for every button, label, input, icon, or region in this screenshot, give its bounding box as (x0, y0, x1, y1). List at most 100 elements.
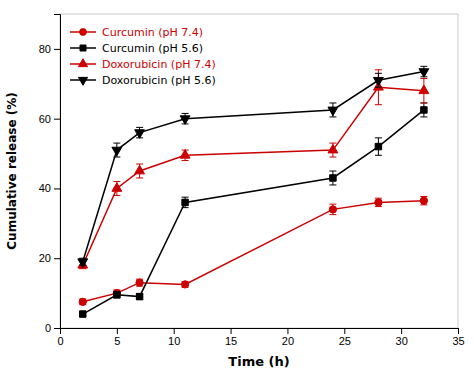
marker (419, 85, 429, 94)
marker (136, 293, 142, 299)
axis-line (61, 329, 459, 335)
series (78, 70, 429, 269)
tick-mark (401, 328, 402, 334)
line (83, 201, 424, 302)
legend-item: Doxorubicin (pH 7.4) (70, 58, 216, 71)
legend-item: Curcumin (pH 7.4) (70, 26, 203, 39)
marker (420, 197, 427, 204)
error-bar (182, 282, 189, 288)
tick-mark (54, 258, 60, 259)
marker (135, 130, 145, 139)
tick-label: 25 (339, 335, 351, 347)
axis-line (54, 15, 61, 329)
marker (375, 199, 382, 206)
error-bar (113, 292, 120, 298)
tick-label: 20 (39, 252, 51, 264)
tick-mark (231, 328, 232, 334)
tick-mark (117, 328, 118, 334)
chart: 0 5 10 15 20 25 30 35 0 20 40 60 80 Curcumin (pH 7.4)… (0, 0, 474, 376)
error-bar (329, 171, 336, 185)
tick-mark (174, 328, 175, 334)
tick-label: 0 (57, 335, 63, 347)
marker (80, 311, 86, 317)
marker (181, 281, 188, 288)
line (83, 72, 424, 262)
tick: 80 (39, 43, 60, 55)
marker (136, 279, 143, 286)
tick-mark (54, 119, 60, 120)
tick: 10 (168, 328, 180, 347)
legend-item: Curcumin (pH 5.6) (70, 42, 203, 55)
marker (375, 143, 381, 149)
tick-label: 20 (282, 335, 294, 347)
legend-marker (78, 77, 87, 85)
marker (78, 259, 88, 268)
tick-mark (344, 328, 345, 334)
tick: 60 (39, 113, 60, 125)
marker (180, 150, 190, 159)
tick: 40 (39, 182, 60, 194)
error-bar (375, 138, 382, 155)
marker (328, 144, 338, 153)
tick-label: 5 (114, 335, 120, 347)
tick: 0 (57, 328, 63, 347)
tick: 5 (114, 328, 120, 347)
series (79, 196, 427, 305)
marker (114, 292, 120, 298)
error-bar (420, 196, 427, 204)
legend: Curcumin (pH 7.4) Curcumin (pH 5.6) Doxoru… (70, 26, 216, 87)
tick-label: 0 (45, 322, 51, 334)
tick: 35 (452, 328, 464, 347)
marker (421, 107, 427, 113)
marker (112, 183, 122, 192)
tick: 20 (282, 328, 294, 347)
marker (112, 147, 122, 156)
tick: 25 (339, 328, 351, 347)
plot-frame (60, 14, 458, 328)
marker (79, 298, 86, 305)
tick-label: 10 (168, 335, 180, 347)
line (83, 110, 424, 314)
x-axis: 0 5 10 15 20 25 30 35 (57, 328, 464, 347)
legend-label: Curcumin (pH 7.4) (102, 26, 203, 39)
tick: 30 (396, 328, 408, 347)
legend-label: Doxorubicin (pH 7.4) (102, 58, 216, 71)
tick-label: 60 (39, 113, 51, 125)
plot: 0 5 10 15 20 25 30 35 0 20 40 60 80 Curcumin (pH 7.4)… (39, 14, 465, 347)
tick-mark (54, 328, 60, 329)
error-bar (329, 204, 336, 214)
tick-label: 30 (396, 335, 408, 347)
marker (135, 165, 145, 174)
marks (78, 66, 429, 317)
tick: 0 (45, 322, 60, 334)
marker (328, 107, 338, 116)
marker (329, 206, 336, 213)
tick-mark (458, 328, 459, 334)
legend-marker (78, 59, 87, 67)
tick-mark (287, 328, 288, 334)
error-bar (375, 70, 382, 105)
tick-label: 15 (225, 335, 237, 347)
legend-marker (80, 45, 86, 51)
tick: 20 (39, 252, 60, 264)
legend-marker (80, 29, 87, 36)
tick-label: 80 (39, 43, 51, 55)
tick: 15 (225, 328, 237, 347)
legend-label: Doxorubicin (pH 5.6) (102, 74, 216, 87)
marker (330, 175, 336, 181)
legend-label: Curcumin (pH 5.6) (102, 42, 203, 55)
error-bar (375, 198, 382, 206)
legend-item: Doxorubicin (pH 5.6) (70, 74, 216, 87)
tick-label: 35 (452, 335, 464, 347)
series (78, 66, 429, 267)
y-axis: 0 20 40 60 80 (39, 15, 61, 335)
marker (78, 260, 88, 269)
tick-mark (54, 188, 60, 189)
error-bar (182, 197, 189, 207)
x-axis-title: Time (h) (228, 354, 289, 369)
error-bar (136, 294, 143, 300)
error-bar (136, 279, 143, 286)
tick-mark (54, 49, 60, 50)
error-bar (420, 103, 427, 117)
marker (419, 69, 429, 78)
